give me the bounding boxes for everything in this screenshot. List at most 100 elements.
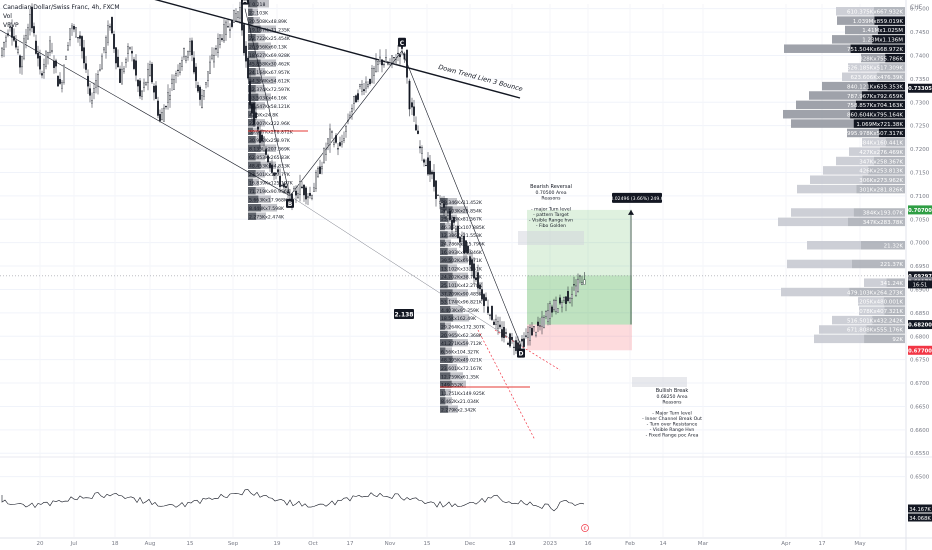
annotation-top-line: - Visible Range hvn [529,218,573,224]
candle-body [45,50,47,67]
candle-body [393,57,395,59]
vrvp-bar-buy [810,175,863,184]
pattern-point-label: A [243,0,248,5]
vrvp-left-label: 2.275Kx2.474K [249,215,285,221]
price-tag: 0.68200 [908,323,932,329]
candle-body [223,24,225,42]
vrvp-left-label: 16.839Kx125.197K [249,181,294,187]
vrvp-bar-buy [787,259,852,269]
candle-body [515,340,517,351]
candle-body [419,146,421,149]
y-tick-label: 0.7450 [910,30,930,36]
candle-body [555,300,557,312]
vrvp-left-bar-dark [248,76,261,84]
vrvp-left-bar [248,195,271,203]
vrvp-left-bar-dark [248,42,259,50]
candle-body [225,21,227,35]
vrvp-mid-label: 13.102Kx33.551K [441,266,483,272]
candle-body [129,47,131,49]
vrvp-left-bar [248,42,271,50]
candle-body [543,317,545,328]
wave-line-cd [401,50,522,346]
candle-body [453,217,455,223]
candle-body [383,63,385,66]
candle-body [379,56,381,62]
candle-body [235,13,237,22]
vrvp-bar-sell [860,241,905,250]
vrvp-mid-label: 26.103Kx25.854K [441,208,483,214]
candle-body [375,60,377,72]
annotation-top-line: - pattern Target [533,212,569,218]
candle-body [79,35,81,39]
candle-body [91,100,93,104]
vrvp-bar-label: 384Kx160.441K [859,141,903,147]
vrvp-bar-buy [781,287,850,297]
candle-body [387,63,389,65]
candle-body [75,27,77,38]
candle-body [261,134,263,142]
vrvp-left-label: 42.374Kx72.597K [249,87,291,93]
candle-body [215,48,217,50]
y-tick-label: 0.6700 [910,381,930,387]
candle-body [213,55,215,63]
candle-body [465,240,467,253]
vrvp-mid-label: 4.403Kx95.259K [441,308,480,314]
candle-body [269,163,271,168]
candle-body [357,93,359,100]
vrvp-left-bar-dark [248,110,252,118]
annotation-top-line: 0.70500 Area [535,190,566,196]
vrvp-mid-label: 39.502Kx69.871K [441,258,483,264]
vrvp-mid-bar [440,322,451,330]
y-tick-label: 0.6750 [910,358,930,364]
vrvp-left-bar [248,136,265,144]
vrvp-bar-label: 751.504Kx668.972K [847,47,903,53]
candle-body [481,289,483,300]
vrvp-mid-bar-dark [440,405,449,413]
candle-body [509,333,511,347]
vrvp-bar-sell [850,44,905,53]
vrvp-left-bar-dark [248,68,256,76]
channel-line-1 [477,329,536,441]
candle-body [229,29,231,31]
candle-body [473,263,475,279]
vrvp-bar-label: 384Kx193.07K [863,211,904,217]
candle-body [461,238,463,242]
vrvp-bar-buy [819,325,867,334]
vrvp-indicator-label[interactable]: VRVP [3,22,19,29]
downtrend-line [154,0,521,99]
candle-body [343,138,345,141]
x-tick-label: Sep [228,541,239,547]
candle-body [263,144,265,151]
vrvp-left-bar [248,178,259,186]
vrvp-mid-bar-dark [440,272,453,280]
candle-body [303,184,305,196]
vrvp-bar-sell [883,297,905,306]
price-grid [0,4,905,537]
candle-body [531,327,533,336]
vrvp-mid-label: 25.101Kx42.278K [441,283,483,289]
candle-body [413,106,415,116]
candle-body [17,49,19,53]
candle-body [293,187,295,192]
vrvp-left-bar [248,212,266,220]
candles [1,0,586,358]
candle-body [87,75,89,87]
candle-body [221,38,223,40]
y-tick-label: 0.6650 [910,404,930,410]
vrvp-bar-sell [851,259,905,269]
vrvp-bar-label: 1.039Mx859.019K [853,19,903,25]
vrvp-bar-sell [876,72,905,82]
candle-body [279,176,281,187]
candle-body [421,147,423,154]
candle-body [259,131,261,143]
candle-body [433,171,435,187]
candle-body [579,274,581,277]
vrvp-bar-sell [872,35,905,44]
vrvp-bar-label: 347Kx283.78K [863,220,904,226]
candle-body [408,80,411,110]
candle-body [181,60,183,67]
candle-body [61,82,63,89]
vrvp-bar-buy [791,208,854,217]
vol-indicator-label[interactable]: Vol [3,13,12,20]
x-tick-label: Oct [308,541,318,547]
